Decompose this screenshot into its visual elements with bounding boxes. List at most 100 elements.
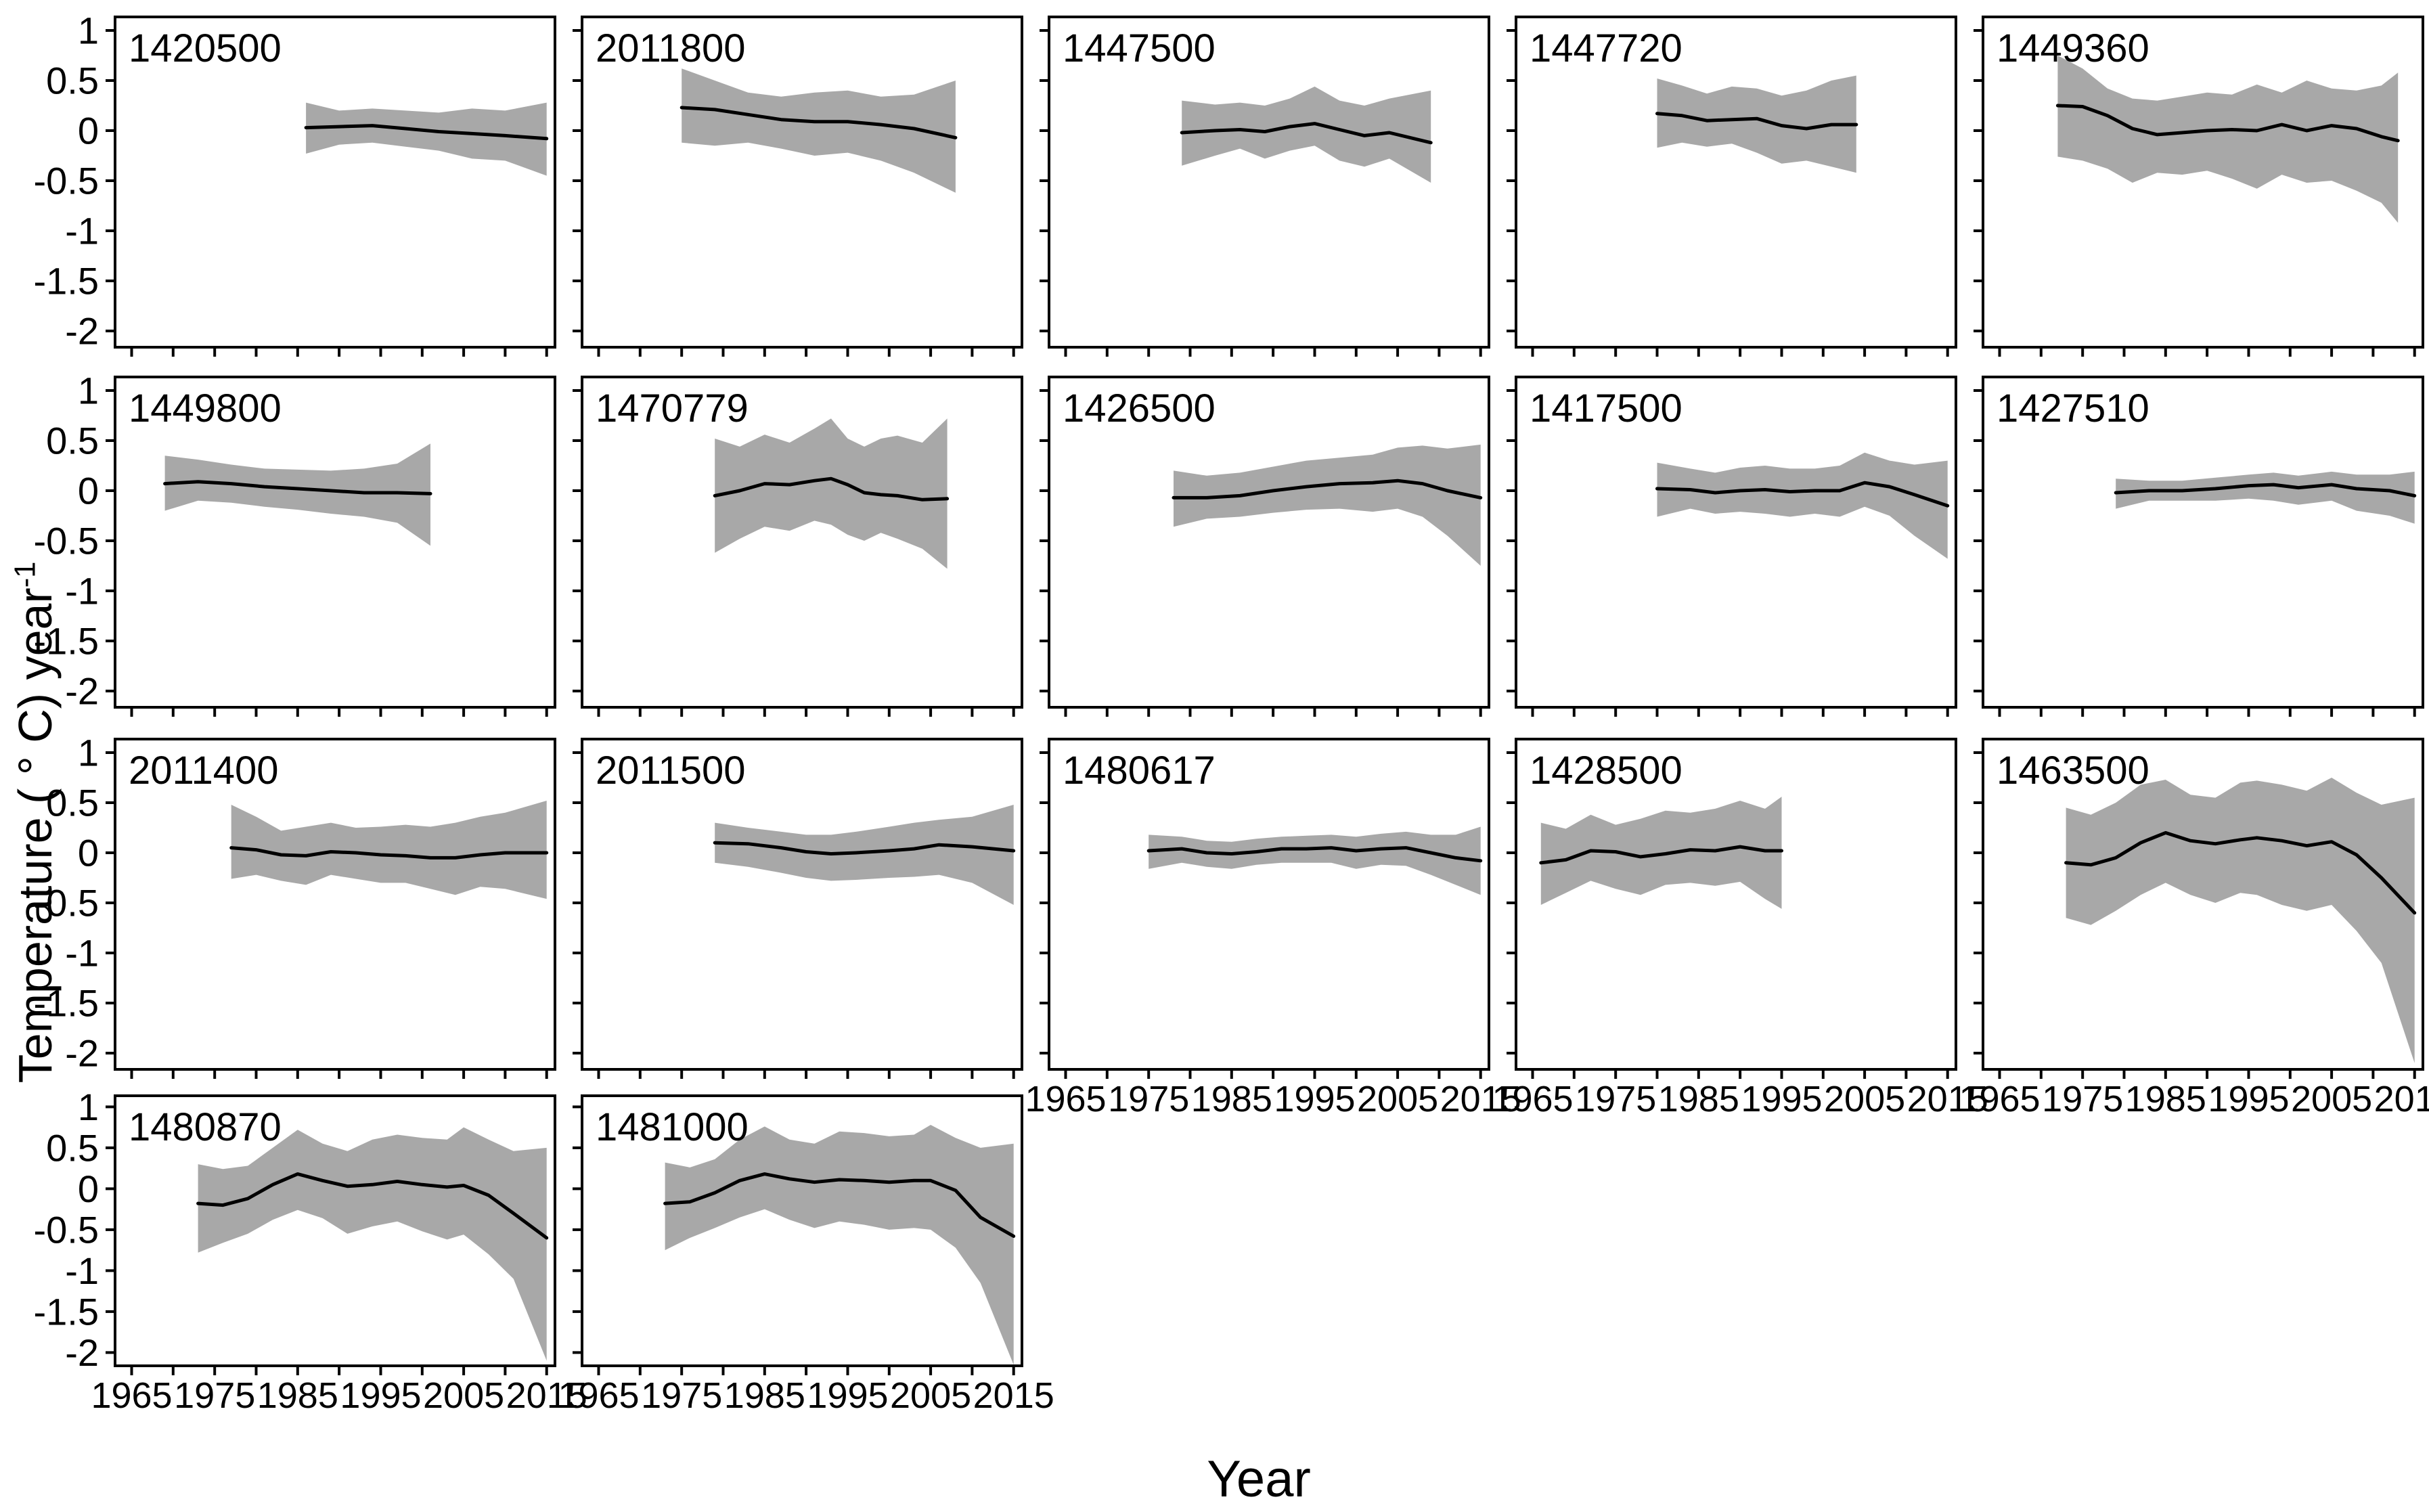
panel-1426500: 1426500 bbox=[1040, 376, 1490, 717]
y-tick-label: -1 bbox=[65, 1249, 99, 1292]
panel-1427510: 1427510 bbox=[1974, 376, 2424, 717]
trend-line bbox=[1539, 845, 1783, 865]
x-tick-label: 1965 bbox=[558, 1375, 639, 1416]
panel-background bbox=[582, 739, 1022, 1069]
confidence-band bbox=[164, 443, 430, 546]
panel-background bbox=[582, 377, 1022, 707]
trend-line bbox=[1655, 481, 1950, 508]
x-tick-label: 2015 bbox=[2374, 1079, 2429, 1119]
station-id-label: 1449800 bbox=[129, 386, 282, 430]
x-tick-label: 1975 bbox=[1575, 1079, 1656, 1119]
station-id-label: 1481000 bbox=[596, 1105, 749, 1149]
y-tick-label: 1 bbox=[78, 370, 99, 412]
y-tick-label: -1 bbox=[65, 210, 99, 252]
station-id-label: 1420500 bbox=[129, 26, 282, 70]
y-tick-label: -0.5 bbox=[34, 1209, 99, 1251]
panel-1449800: 1 0.5 0 -0.5 -1 -1.5 -2 1449800 bbox=[34, 370, 556, 717]
x-tick-label: 2005 bbox=[890, 1375, 971, 1416]
confidence-band bbox=[306, 102, 547, 176]
panel-background bbox=[1516, 17, 1956, 347]
confidence-band bbox=[2066, 778, 2415, 1063]
x-tick-label: 1965 bbox=[1492, 1079, 1573, 1119]
trend-line bbox=[2064, 830, 2417, 915]
y-tick-label: 0 bbox=[78, 1168, 99, 1210]
confidence-band bbox=[682, 68, 956, 193]
confidence-band bbox=[1657, 452, 1948, 559]
trend-line bbox=[196, 1172, 549, 1240]
y-tick-label: 1 bbox=[78, 732, 99, 774]
x-tick-label: 2015 bbox=[1907, 1079, 1988, 1119]
station-id-label: 1417500 bbox=[1530, 386, 1683, 430]
panel-1417500: 1417500 bbox=[1507, 376, 1957, 717]
x-tick-label: 1975 bbox=[174, 1375, 255, 1416]
x-tick-label: 2015 bbox=[1440, 1079, 1521, 1119]
confidence-band bbox=[231, 801, 547, 899]
y-axis-title-exponent: -1 bbox=[9, 561, 42, 588]
confidence-band bbox=[665, 1125, 1014, 1365]
panel-background bbox=[1049, 739, 1489, 1069]
x-tick-label: 2005 bbox=[1357, 1079, 1438, 1119]
confidence-band bbox=[2057, 55, 2399, 223]
station-id-label: 1463500 bbox=[1997, 749, 2149, 793]
trend-line bbox=[679, 106, 958, 139]
confidence-band bbox=[715, 805, 1014, 905]
y-tick-label: -1.5 bbox=[34, 260, 99, 303]
trend-line bbox=[2055, 104, 2400, 143]
y-tick-label: -1 bbox=[65, 570, 99, 613]
trend-line bbox=[1655, 112, 1858, 131]
confidence-band bbox=[1182, 86, 1431, 183]
station-id-label: 1426500 bbox=[1063, 386, 1216, 430]
y-tick-label: 1 bbox=[78, 1086, 99, 1128]
trend-line bbox=[229, 846, 549, 860]
confidence-band bbox=[1149, 826, 1481, 895]
x-tick-label: 1995 bbox=[1741, 1079, 1822, 1119]
station-id-label: 1480617 bbox=[1063, 749, 1216, 793]
panel-1449360: 1449360 bbox=[1974, 16, 2424, 357]
station-id-label: 2011400 bbox=[129, 749, 279, 793]
x-tick-label: 1975 bbox=[641, 1375, 722, 1416]
y-axis-title: Temperature ( ° C) year-1 bbox=[8, 562, 62, 1084]
x-tick-label: 2005 bbox=[423, 1375, 504, 1416]
x-tick-label: 1985 bbox=[724, 1375, 805, 1416]
panel-background bbox=[1049, 377, 1489, 707]
x-tick-label: 2005 bbox=[1824, 1079, 1905, 1119]
x-tick-label: 1995 bbox=[2208, 1079, 2289, 1119]
station-id-label: 1427510 bbox=[1997, 386, 2149, 430]
y-tick-label: 0 bbox=[78, 110, 99, 152]
station-id-label: 1449360 bbox=[1997, 26, 2149, 70]
station-id-label: 2011500 bbox=[596, 749, 746, 793]
x-tick-label: 1975 bbox=[1108, 1079, 1189, 1119]
y-tick-label: -1 bbox=[65, 932, 99, 975]
y-tick-label: 0.5 bbox=[46, 1127, 99, 1170]
y-tick-label: -1.5 bbox=[34, 1291, 99, 1333]
y-tick-label: 0.5 bbox=[46, 420, 99, 462]
x-tick-label: 1985 bbox=[257, 1375, 338, 1416]
trend-line bbox=[2114, 483, 2417, 497]
confidence-band bbox=[715, 418, 948, 569]
x-tick-label: 1985 bbox=[2125, 1079, 2206, 1119]
station-id-label: 2011800 bbox=[596, 26, 746, 70]
trend-line bbox=[663, 1172, 1016, 1238]
y-tick-label: -0.5 bbox=[34, 882, 99, 925]
trend-line bbox=[304, 124, 549, 141]
x-tick-label: 1975 bbox=[2042, 1079, 2123, 1119]
station-id-label: 1447500 bbox=[1063, 26, 1216, 70]
panel-2011800: 2011800 bbox=[573, 16, 1023, 357]
trend-line bbox=[713, 476, 950, 502]
y-tick-label: -2 bbox=[65, 1331, 99, 1374]
x-tick-label: 1965 bbox=[1025, 1079, 1106, 1119]
x-axis-title: Year bbox=[1207, 1450, 1311, 1508]
x-tick-label: 2005 bbox=[2291, 1079, 2372, 1119]
y-tick-label: -2 bbox=[65, 670, 99, 713]
y-tick-label: 0 bbox=[78, 832, 99, 874]
trend-line bbox=[1146, 846, 1483, 863]
x-tick-label: 1965 bbox=[91, 1375, 172, 1416]
x-tick-label: 1995 bbox=[1274, 1079, 1355, 1119]
trend-line bbox=[163, 480, 432, 495]
confidence-band bbox=[1657, 75, 1856, 173]
x-tick-label: 1995 bbox=[340, 1375, 421, 1416]
x-tick-label: 2015 bbox=[506, 1375, 587, 1416]
y-tick-label: 1 bbox=[78, 9, 99, 52]
y-tick-label: 0.5 bbox=[46, 60, 99, 102]
